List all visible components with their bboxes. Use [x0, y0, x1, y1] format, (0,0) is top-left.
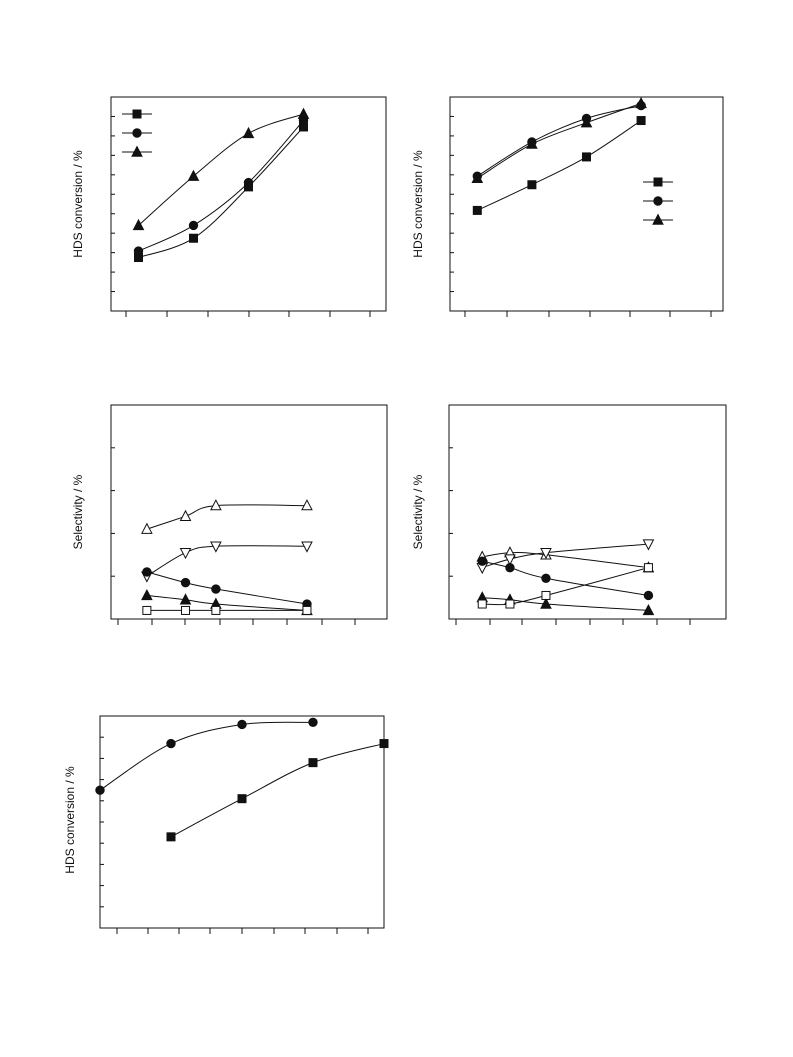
data-point	[181, 605, 191, 615]
legend-marker	[652, 213, 664, 225]
data-point	[477, 556, 487, 566]
data-point	[580, 116, 593, 128]
series-line	[477, 120, 642, 211]
legend-marker	[653, 177, 663, 187]
data-point	[297, 107, 310, 119]
data-point	[188, 220, 199, 231]
data-point	[179, 509, 192, 521]
data-point	[179, 593, 192, 605]
data-point	[636, 116, 646, 126]
chart-panel-2: HDS conversion / %	[411, 96, 724, 317]
plot-frame	[448, 404, 727, 620]
plot-frame	[449, 96, 724, 312]
y-axis-label: HDS conversion / %	[411, 150, 425, 258]
data-point	[527, 180, 537, 190]
chart-panel-1: HDS conversion / %	[71, 96, 387, 317]
data-point	[179, 547, 192, 560]
data-point	[541, 590, 551, 600]
series-line	[99, 721, 314, 791]
data-point	[308, 758, 318, 768]
legend-marker	[653, 196, 663, 206]
data-point	[242, 126, 255, 139]
data-point	[301, 541, 313, 553]
data-point	[142, 605, 152, 615]
plot-frame	[110, 404, 388, 620]
data-point	[582, 152, 591, 162]
series-line	[146, 545, 308, 577]
data-point	[526, 137, 538, 149]
legend-marker	[131, 145, 143, 157]
data-point	[477, 599, 487, 609]
data-point	[237, 794, 247, 804]
data-point	[211, 605, 221, 615]
series-line	[477, 102, 642, 179]
legend-marker	[132, 109, 142, 119]
data-point	[379, 739, 389, 749]
legend-marker	[132, 128, 142, 138]
y-axis-label: Selectivity / %	[411, 474, 425, 549]
data-point	[210, 541, 222, 553]
data-point	[141, 588, 153, 601]
data-point	[308, 717, 318, 728]
series-line	[482, 597, 649, 611]
chart-panel-5: HDS conversion / %	[63, 715, 389, 934]
series-line	[170, 743, 385, 838]
series-line	[138, 120, 304, 252]
series-line	[477, 105, 642, 177]
series-line	[482, 552, 649, 569]
data-point	[635, 96, 647, 109]
data-point	[243, 177, 254, 188]
series-line	[146, 595, 308, 611]
data-point	[142, 567, 152, 577]
data-point	[540, 547, 552, 560]
data-point	[471, 171, 484, 184]
data-point	[541, 573, 551, 584]
data-point	[141, 522, 153, 534]
series-line	[138, 113, 304, 226]
data-point	[301, 499, 313, 511]
data-point	[211, 584, 221, 594]
data-point	[180, 577, 191, 588]
chart-panel-3: Selectivity / %	[71, 404, 388, 625]
chart-panel-4: Selectivity / %	[411, 404, 727, 625]
data-point	[187, 169, 200, 181]
series-line	[482, 560, 649, 596]
series-line	[138, 126, 304, 258]
data-point	[166, 832, 176, 842]
series-line	[482, 567, 649, 606]
data-point	[133, 246, 144, 256]
data-point	[166, 738, 176, 749]
data-point	[642, 603, 655, 616]
data-point	[505, 599, 515, 609]
data-point	[189, 233, 198, 243]
series-line	[146, 504, 308, 530]
data-point	[237, 719, 247, 730]
plot-frame	[99, 715, 385, 929]
data-point	[643, 563, 653, 573]
data-point	[504, 554, 516, 566]
series-line	[482, 543, 649, 569]
y-axis-label: HDS conversion / %	[63, 766, 77, 874]
data-point	[302, 605, 312, 615]
data-point	[95, 785, 105, 795]
y-axis-label: HDS conversion / %	[71, 150, 85, 258]
data-point	[505, 562, 515, 573]
y-axis-label: Selectivity / %	[71, 474, 85, 549]
data-point	[643, 590, 654, 601]
data-point	[472, 205, 482, 215]
data-point	[540, 597, 552, 609]
data-point	[132, 218, 145, 231]
data-point	[642, 539, 655, 551]
data-point	[210, 499, 222, 511]
series-line	[146, 571, 308, 605]
